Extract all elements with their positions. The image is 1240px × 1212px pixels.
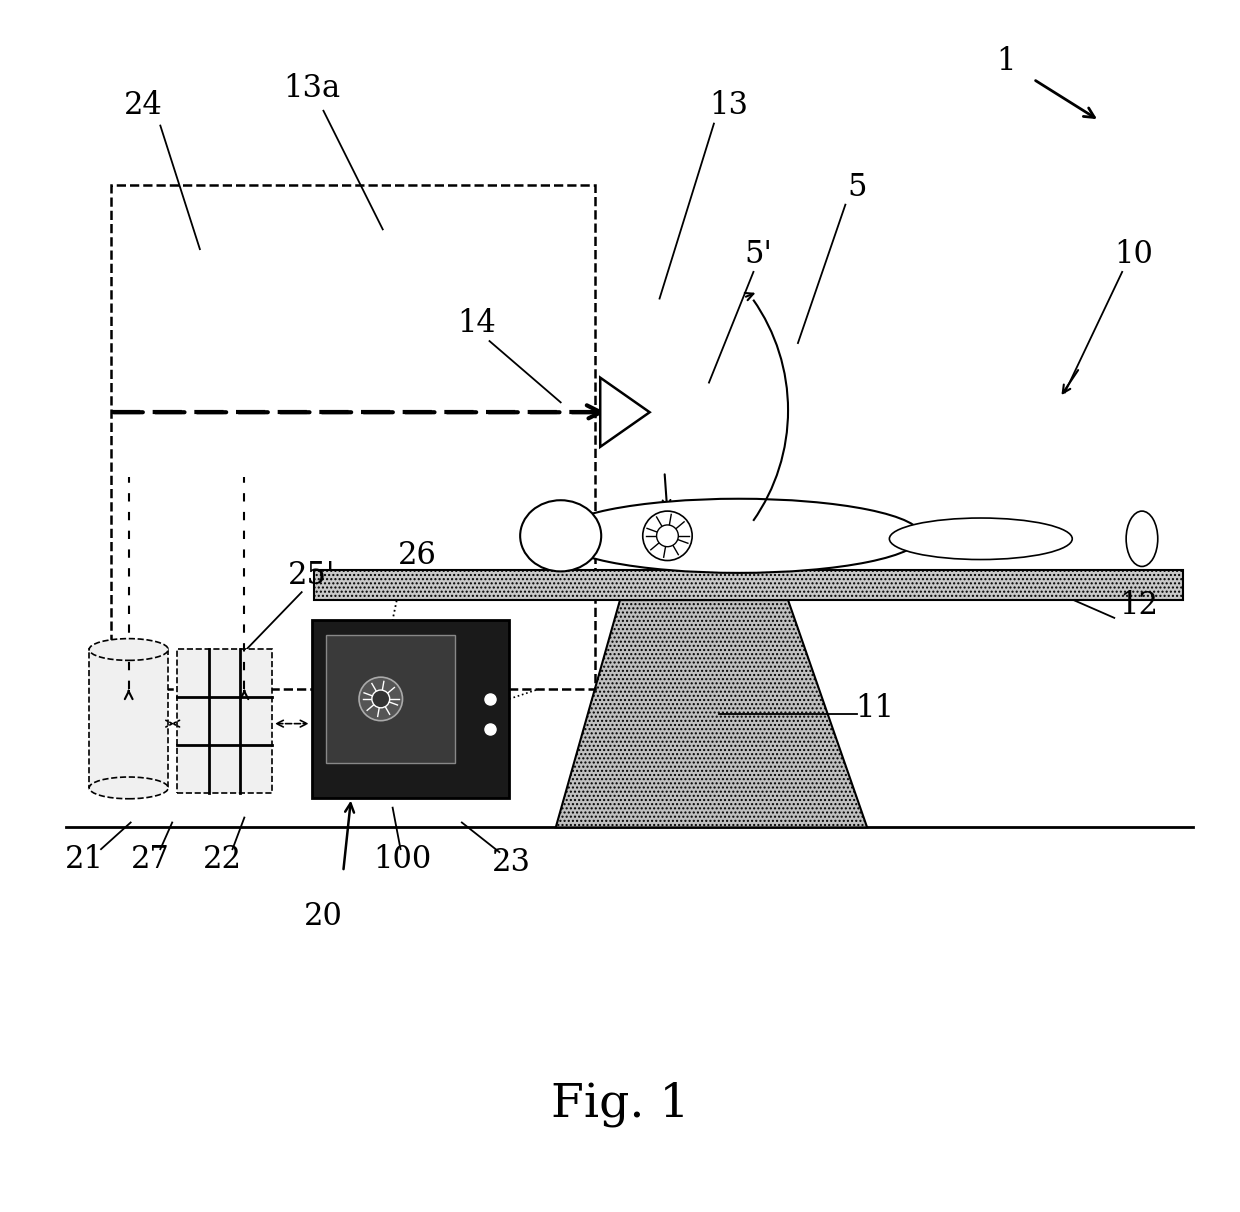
Text: 10: 10 [1115,239,1153,269]
Circle shape [360,678,403,721]
Text: 21: 21 [64,844,104,875]
Polygon shape [600,378,650,447]
Bar [311,619,510,797]
Text: 24: 24 [124,91,162,121]
Text: 5: 5 [847,172,867,204]
Circle shape [372,690,389,708]
Text: 13: 13 [709,91,748,121]
Text: 13a: 13a [283,74,340,104]
Bar [110,185,595,690]
Ellipse shape [89,777,169,799]
Text: 100: 100 [373,844,432,875]
Text: Fig. 1: Fig. 1 [551,1081,689,1127]
Text: 23: 23 [492,846,531,877]
Bar [326,635,455,764]
Circle shape [656,525,678,547]
Bar [177,650,272,793]
Text: 22: 22 [203,844,242,875]
Ellipse shape [89,639,169,661]
Ellipse shape [1126,511,1158,566]
Text: 14: 14 [458,308,496,339]
Text: 5': 5' [744,239,773,269]
Text: 26: 26 [398,541,436,571]
Ellipse shape [520,501,601,571]
Text: 12: 12 [1120,589,1158,621]
Circle shape [642,511,692,560]
Text: 25': 25' [288,560,335,591]
Text: 11: 11 [856,693,894,725]
Bar [89,650,169,788]
Ellipse shape [556,499,921,573]
Bar [314,571,1183,600]
Polygon shape [556,600,867,828]
Ellipse shape [889,518,1073,560]
Text: 27: 27 [131,844,170,875]
Text: 1: 1 [996,46,1016,76]
Text: 20: 20 [304,901,343,932]
